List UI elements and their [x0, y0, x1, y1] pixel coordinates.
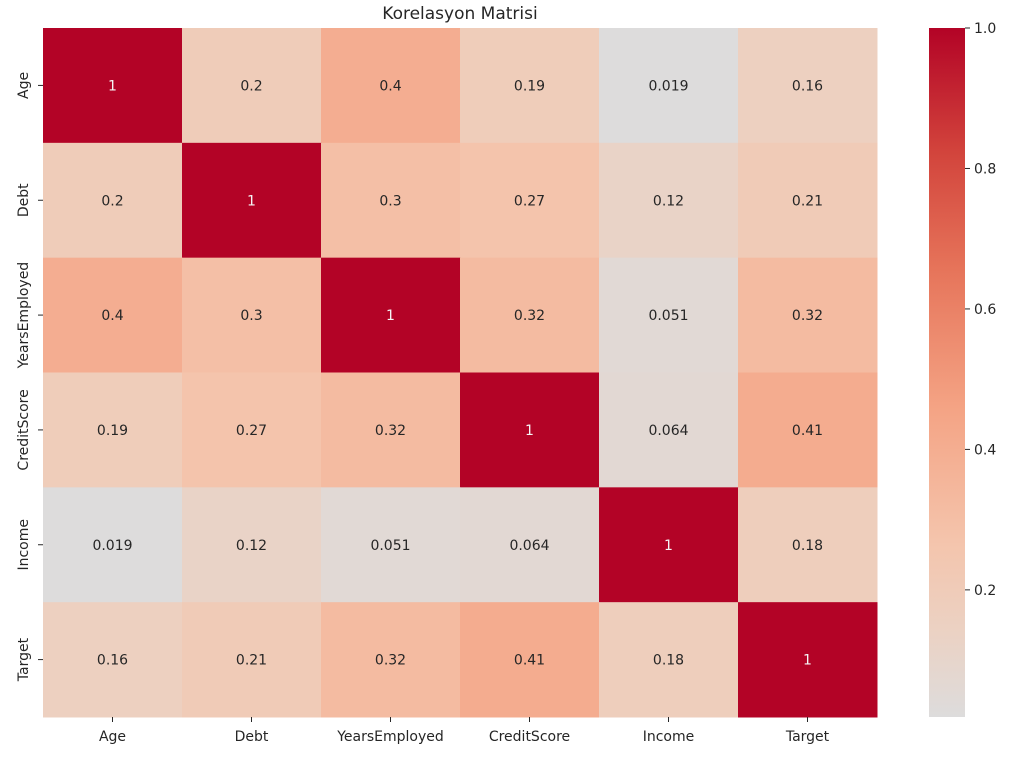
- heatmap-cell-Debt-Debt: [182, 142, 322, 259]
- colorbar-gradient: [929, 28, 965, 717]
- heatmap-cell-CreditScore-Debt: [182, 372, 322, 488]
- heatmap-cell-Age-Target: [738, 28, 878, 144]
- heatmap-cell-CreditScore-Income: [599, 372, 739, 488]
- cell-value-label: 0.3: [379, 193, 401, 209]
- cell-value-label: 0.4: [101, 308, 123, 324]
- x-tick-label: Income: [643, 729, 695, 745]
- heatmap-cell-YearsEmployed-Debt: [182, 257, 322, 373]
- cell-value-label: 0.2: [240, 78, 262, 94]
- heatmap-cell-Income-Age: [43, 487, 183, 603]
- heatmap-cell-Target-Target: [738, 602, 878, 718]
- heatmap-cell-Debt-Income: [599, 142, 739, 259]
- heatmap-cells: 1 0.2 0.4 0.19 0.019 0.160.2 1 0.3 0.27 0.12 0.210…: [43, 28, 878, 718]
- y-tick-label: Income: [16, 519, 32, 571]
- cell-value-label: 0.27: [236, 423, 267, 439]
- heatmap-cell-YearsEmployed-Income: [599, 257, 739, 373]
- y-tick-label: Age: [16, 72, 32, 99]
- cell-value-label: 0.27: [514, 193, 545, 209]
- heatmap-cell-CreditScore-YearsEmployed: [321, 372, 461, 488]
- heatmap-cell-YearsEmployed-Age: [43, 257, 183, 373]
- heatmap-cell-YearsEmployed-Target: [738, 257, 878, 373]
- cell-value-label: 0.21: [236, 653, 267, 669]
- cell-value-label: 0.19: [97, 423, 128, 439]
- cell-value-label: 0.32: [375, 423, 406, 439]
- heatmap-cell-Target-Income: [599, 602, 739, 718]
- y-tick-label: CreditScore: [16, 389, 32, 470]
- colorbar-tick-label: 0.8: [974, 161, 996, 177]
- heatmap-cell-Age-CreditScore: [460, 28, 600, 144]
- chart-title: Korelasyon Matrisi: [382, 4, 537, 24]
- cell-value-label: 1: [386, 308, 395, 324]
- cell-value-label: 1: [525, 423, 534, 439]
- cell-value-label: 1: [803, 653, 812, 669]
- colorbar: 0.2 0.4 0.6 0.8 1.0: [929, 21, 996, 717]
- cell-value-label: 0.064: [648, 423, 688, 439]
- x-tick-label: Target: [785, 729, 830, 745]
- cell-value-label: 0.051: [648, 308, 688, 324]
- cell-value-label: 1: [108, 78, 117, 94]
- cell-value-label: 0.32: [514, 308, 545, 324]
- x-tick-label: YearsEmployed: [336, 729, 444, 745]
- heatmap-cell-Income-YearsEmployed: [321, 487, 461, 603]
- heatmap-cell-YearsEmployed-CreditScore: [460, 257, 600, 373]
- colorbar-tick-label: 1.0: [974, 21, 996, 37]
- cell-value-label: 1: [664, 538, 673, 554]
- x-axis-tick-labels: Age Debt YearsEmployed CreditScore Income Tar…: [99, 717, 830, 745]
- colorbar-tick-label: 0.4: [974, 442, 996, 458]
- heatmap-cell-Target-Age: [43, 602, 183, 718]
- cell-value-label: 0.2: [101, 193, 123, 209]
- heatmap-cell-Age-Age: [43, 28, 183, 144]
- heatmap-cell-Age-YearsEmployed: [321, 28, 461, 144]
- cell-value-label: 0.019: [648, 78, 688, 94]
- heatmap-cell-Debt-Target: [738, 142, 878, 259]
- cell-value-label: 0.18: [653, 653, 684, 669]
- x-tick-label: Age: [99, 729, 126, 745]
- y-tick-label: YearsEmployed: [16, 262, 32, 370]
- cell-value-label: 0.16: [97, 653, 128, 669]
- heatmap-cell-Target-CreditScore: [460, 602, 600, 718]
- cell-value-label: 0.41: [514, 653, 545, 669]
- colorbar-tick-label: 0.6: [974, 302, 996, 318]
- heatmap-cell-Age-Debt: [182, 28, 322, 144]
- cell-value-label: 0.21: [792, 193, 823, 209]
- heatmap-cell-CreditScore-CreditScore: [460, 372, 600, 488]
- cell-value-label: 0.4: [379, 78, 401, 94]
- heatmap-cell-CreditScore-Target: [738, 372, 878, 488]
- heatmap-cell-Debt-Age: [43, 142, 183, 259]
- cell-value-label: 0.32: [792, 308, 823, 324]
- cell-value-label: 0.12: [236, 538, 267, 554]
- heatmap-cell-Age-Income: [599, 28, 739, 144]
- cell-value-label: 0.051: [370, 538, 410, 554]
- cell-value-label: 0.18: [792, 538, 823, 554]
- cell-value-label: 0.41: [792, 423, 823, 439]
- cell-value-label: 0.019: [92, 538, 132, 554]
- x-tick-label: Debt: [235, 729, 269, 745]
- heatmap-cell-Target-YearsEmployed: [321, 602, 461, 718]
- heatmap-cell-Target-Debt: [182, 602, 322, 718]
- heatmap-cell-Income-Debt: [182, 487, 322, 603]
- heatmap-cell-YearsEmployed-YearsEmployed: [321, 257, 461, 373]
- colorbar-tick-label: 0.2: [974, 583, 996, 599]
- y-tick-label: Debt: [16, 183, 32, 217]
- heatmap-cell-Income-Income: [599, 487, 739, 603]
- heatmap-cell-Debt-CreditScore: [460, 142, 600, 259]
- heatmap-cell-Income-Target: [738, 487, 878, 603]
- cell-value-label: 0.32: [375, 653, 406, 669]
- heatmap-cell-Debt-YearsEmployed: [321, 142, 461, 259]
- y-tick-label: Target: [16, 637, 32, 682]
- heatmap-cell-Income-CreditScore: [460, 487, 600, 603]
- cell-value-label: 0.12: [653, 193, 684, 209]
- cell-value-label: 0.16: [792, 78, 823, 94]
- cell-value-label: 0.19: [514, 78, 545, 94]
- y-axis-tick-labels: Age Debt YearsEmployed CreditScore Income Tar…: [16, 72, 43, 682]
- cell-value-label: 1: [247, 193, 256, 209]
- cell-value-label: 0.064: [509, 538, 549, 554]
- cell-value-label: 0.3: [240, 308, 262, 324]
- heatmap-cell-CreditScore-Age: [43, 372, 183, 488]
- x-tick-label: CreditScore: [489, 729, 570, 745]
